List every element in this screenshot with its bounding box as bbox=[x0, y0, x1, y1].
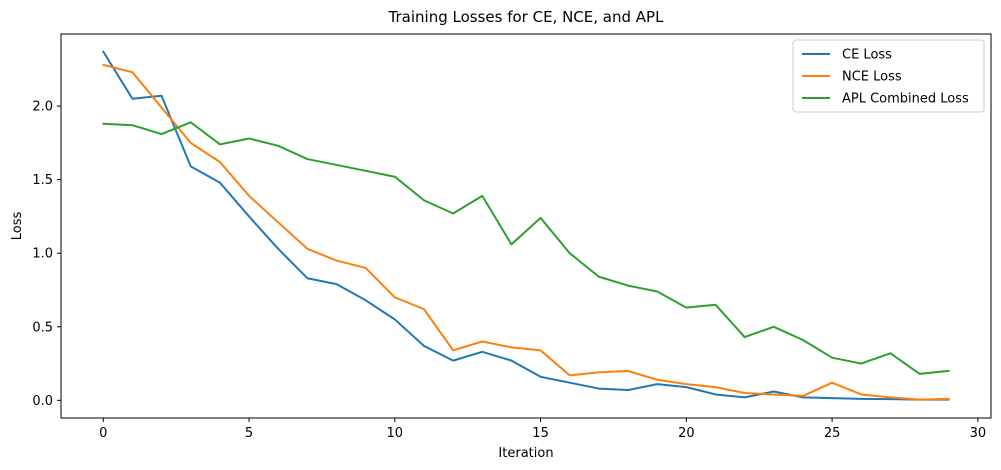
legend: CE Loss NCE Loss APL Combined Loss bbox=[792, 39, 985, 113]
y-tick-label: 2.0 bbox=[32, 100, 53, 115]
y-tick-label: 1.0 bbox=[32, 247, 53, 262]
x-tick-label: 30 bbox=[970, 426, 987, 441]
chart-title: Training Losses for CE, NCE, and APL bbox=[388, 8, 665, 26]
x-axis-label: Iteration bbox=[498, 446, 553, 461]
series-1 bbox=[102, 50, 950, 401]
y-tick-label: 0.0 bbox=[32, 394, 53, 409]
x-tick-label: 25 bbox=[824, 426, 841, 441]
y-tick-label: 1.5 bbox=[32, 173, 53, 188]
y-axis: 0.0 0.5 1.0 1.5 2.0 bbox=[32, 100, 61, 409]
series-3 bbox=[102, 121, 950, 375]
x-tick-label: 5 bbox=[245, 426, 253, 441]
legend-label: NCE Loss bbox=[842, 70, 902, 85]
legend-box bbox=[792, 39, 985, 113]
legend-item: NCE Loss bbox=[802, 70, 902, 85]
plot-area bbox=[102, 50, 950, 401]
series-2 bbox=[102, 63, 950, 401]
legend-label: CE Loss bbox=[842, 48, 892, 63]
axes-frame bbox=[60, 33, 992, 419]
series-line bbox=[102, 63, 950, 401]
x-tick-label: 20 bbox=[678, 426, 695, 441]
x-tick-label: 0 bbox=[99, 426, 107, 441]
y-axis-label: Loss bbox=[10, 212, 25, 241]
x-tick-label: 15 bbox=[532, 426, 549, 441]
legend-label: APL Combined Loss bbox=[842, 92, 969, 107]
y-tick-label: 0.5 bbox=[32, 320, 53, 335]
x-axis: 0 5 10 15 20 25 30 bbox=[99, 418, 986, 441]
legend-item: APL Combined Loss bbox=[802, 92, 969, 107]
series-line bbox=[102, 121, 950, 375]
legend-item: CE Loss bbox=[802, 48, 892, 63]
x-tick-label: 10 bbox=[387, 426, 404, 441]
series-line bbox=[102, 50, 950, 401]
